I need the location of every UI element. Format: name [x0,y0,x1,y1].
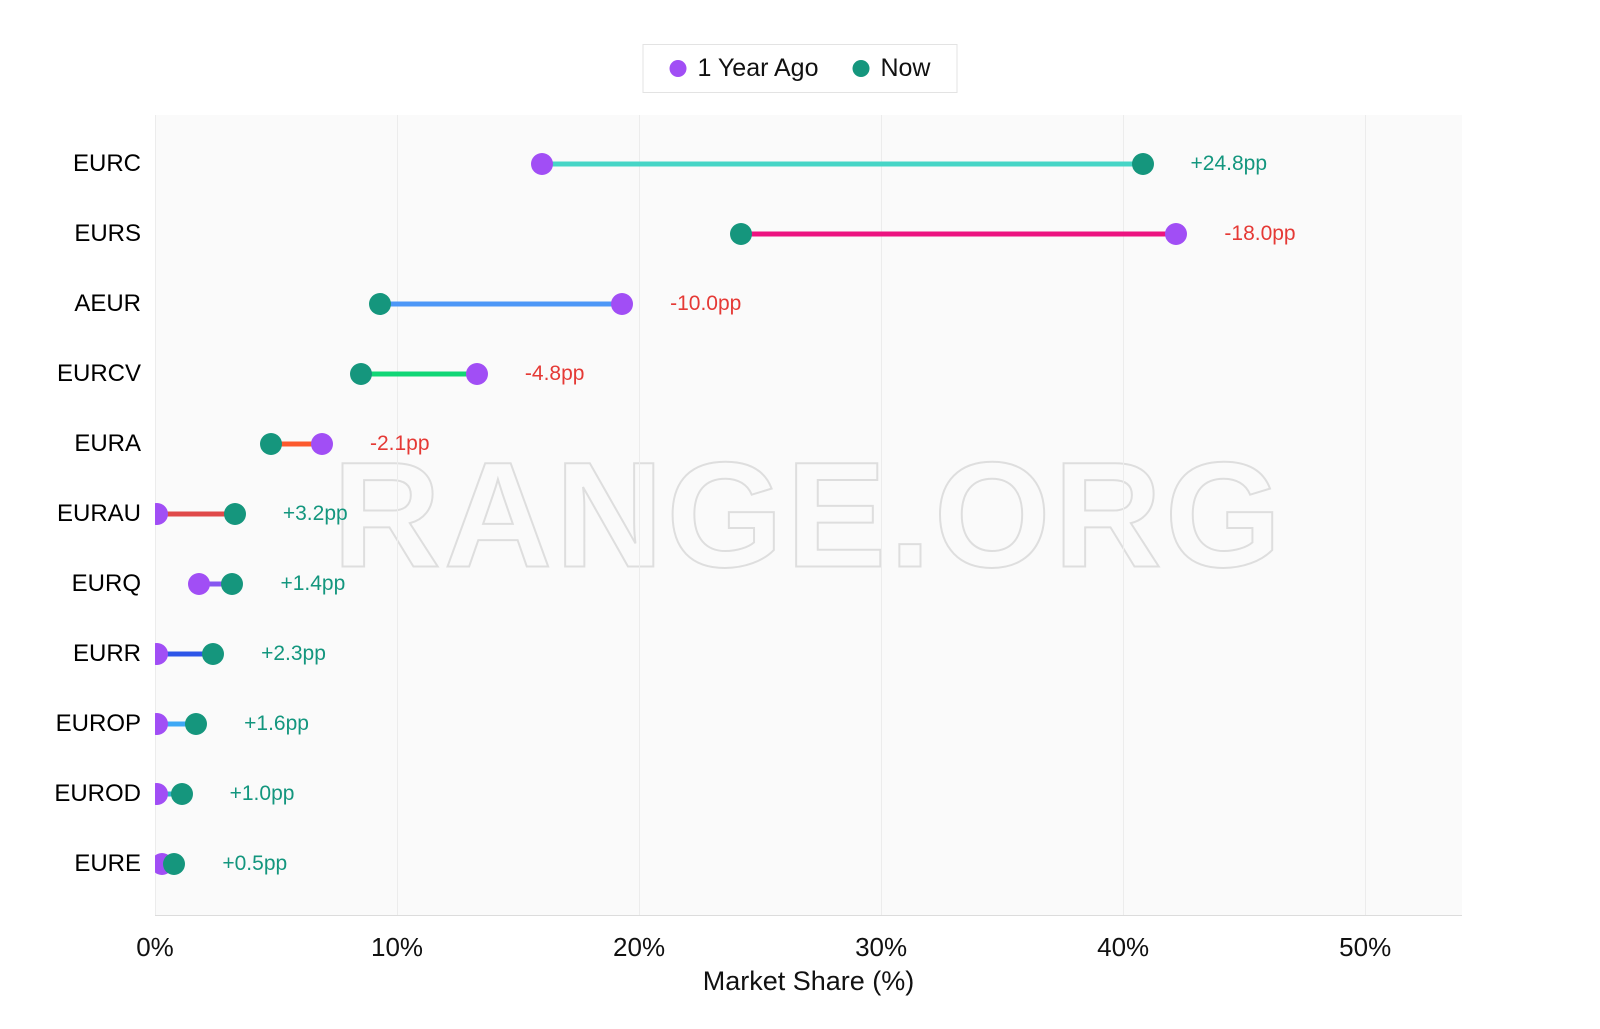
now-dot[interactable] [729,223,752,245]
legend-item-now[interactable]: Now [852,54,930,83]
now-dot[interactable] [223,503,246,525]
connector-line [157,721,197,727]
delta-label: -4.8pp [524,362,585,385]
gridline [1365,115,1367,915]
category-label: EURA [74,430,141,457]
now-dot[interactable] [163,853,186,875]
now-legend-dot-icon [852,60,870,77]
x-tick-label: 10% [371,932,424,962]
now-dot[interactable] [202,643,225,665]
x-tick-label: 50% [1339,932,1392,962]
delta-label: +3.2pp [282,502,348,525]
now-dot[interactable] [1131,153,1154,175]
now-dot[interactable] [185,713,208,735]
prev-dot[interactable] [155,713,169,735]
delta-label: -18.0pp [1224,222,1296,245]
watermark: RANGE.ORG [331,430,1285,600]
plot-area: RANGE.ORG +24.8pp -18.0pp -10.0pp -4.8pp -2.… [155,115,1462,916]
now-dot[interactable] [170,783,193,805]
connector-line [360,371,477,377]
x-tick-label: 40% [1097,932,1150,962]
prev-dot[interactable] [531,153,554,175]
now-dot[interactable] [369,293,392,315]
legend-label-prev: 1 Year Ago [697,54,819,82]
prev-dot[interactable] [465,363,488,385]
now-dot[interactable] [221,573,244,595]
gridline [397,115,399,915]
prev-dot[interactable] [155,783,169,805]
category-label: EURC [72,150,141,177]
legend-item-1-year-ago[interactable]: 1 Year Ago [669,54,819,83]
legend-label-now: Now [880,54,931,82]
x-tick-label: 30% [855,932,908,962]
connector-line [198,581,233,587]
category-label: EUROD [54,780,141,807]
connector-line [157,511,235,517]
delta-label: -2.1pp [370,432,430,455]
connector-line [271,441,322,447]
gridline [881,115,883,915]
gridline [1123,115,1125,915]
delta-label: +1.0pp [229,782,295,805]
prev-dot[interactable] [611,293,634,315]
x-axis: 0% 10% 20% 30% 40% 50% [136,926,1462,968]
category-label: EUROP [55,710,141,737]
category-label: EURQ [71,570,141,597]
connector-line [740,231,1177,237]
gridline [639,115,641,915]
category-label: EURR [72,640,141,667]
delta-label: +1.6pp [244,712,309,735]
prev-legend-dot-icon [669,60,687,77]
delta-label: +24.8pp [1190,152,1268,175]
category-label: EURCV [56,360,141,387]
connector-line [380,301,623,307]
delta-label: +1.4pp [280,572,346,595]
category-label: EURAU [56,500,141,527]
connector-line [157,651,214,657]
category-label: EURE [74,850,141,877]
prev-dot[interactable] [1165,223,1188,245]
connector-line [542,161,1143,167]
prev-dot[interactable] [187,573,210,595]
now-dot[interactable] [260,433,283,455]
now-dot[interactable] [349,363,372,385]
x-tick-label: 0% [136,932,174,962]
delta-label: +2.3pp [261,642,326,665]
legend: 1 Year Ago Now [642,44,958,93]
prev-dot[interactable] [311,433,333,455]
prev-dot[interactable] [155,643,169,665]
x-axis-title: Market Share (%) [702,966,915,996]
delta-label: +0.5pp [222,852,288,875]
connector-line [157,791,182,797]
delta-label: -10.0pp [670,292,742,315]
category-label: EURS [74,220,141,247]
x-tick-label: 20% [613,932,666,962]
prev-dot[interactable] [155,503,169,525]
category-label: AEUR [74,290,141,317]
